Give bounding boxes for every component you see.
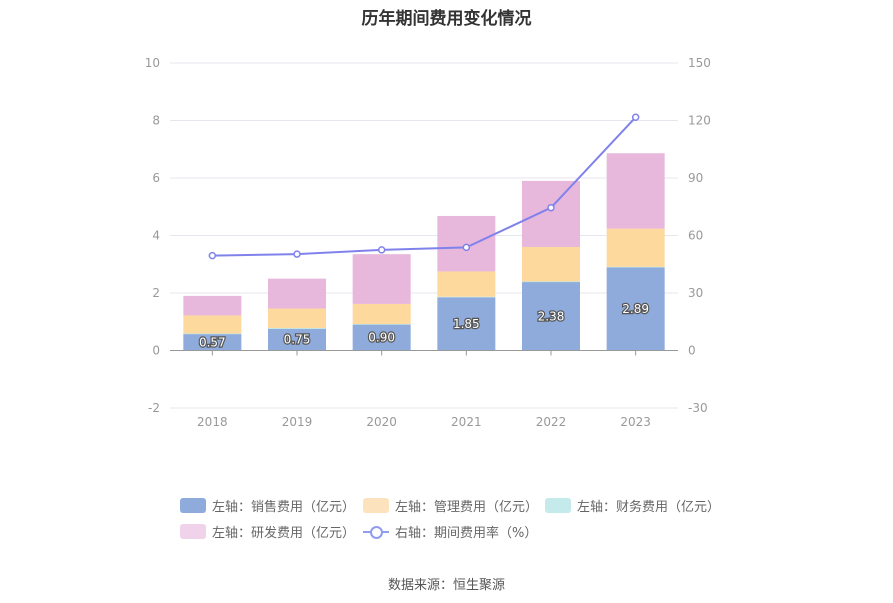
expense-ratio-point	[462, 243, 471, 252]
bar-sales	[522, 282, 580, 351]
legend-item-sales[interactable]: 左轴：销售费用（亿元）	[180, 496, 355, 515]
left-axis-tick-label: 0	[152, 344, 160, 358]
legend-label-sales: 左轴：销售费用（亿元）	[212, 500, 356, 515]
bar-admin	[183, 315, 242, 334]
bar-finance	[606, 266, 665, 268]
legend-swatch-finance	[545, 498, 571, 513]
expense-ratio-line	[212, 116, 637, 257]
bar-admin	[606, 228, 665, 267]
bar-rd	[268, 278, 326, 309]
bar-admin	[268, 308, 326, 329]
stacked-bar-line-chart: -2 -30 0 0 2 30 4 60 6 90 8 120 10 150 0.57 2018 0.75 201…	[145, 56, 711, 429]
legend-label-expense-ratio: 右轴：期间费用率（%）	[395, 526, 538, 541]
right-axis-tick-label: 120	[688, 114, 711, 128]
right-axis-tick-label: -30	[688, 401, 708, 415]
right-axis-tick-label: 90	[688, 171, 703, 185]
left-axis-tick-label: -2	[148, 401, 160, 415]
bar-rd	[183, 295, 242, 316]
bar-sales	[437, 297, 496, 351]
legend-swatch-admin	[363, 498, 389, 513]
x-axis-tick-label: 2020	[366, 415, 397, 429]
bar-finance	[183, 333, 242, 335]
expense-ratio-point	[631, 113, 640, 121]
x-axis-tick-label: 2023	[620, 415, 651, 429]
bar-finance	[437, 296, 496, 298]
left-axis-tick-label: 6	[152, 171, 160, 185]
bar-finance	[352, 324, 411, 325]
legend-swatch-sales	[180, 498, 206, 513]
expense-ratio-point	[293, 250, 301, 258]
left-axis-tick-label: 2	[152, 286, 160, 300]
left-axis-tick-label: 10	[145, 56, 160, 70]
expense-ratio-point	[208, 251, 217, 260]
bar-sales	[268, 328, 326, 351]
legend-item-finance[interactable]: 左轴：财务费用（亿元）	[545, 496, 720, 515]
right-axis-tick-label: 150	[688, 56, 711, 70]
legend-swatch-rd	[180, 524, 206, 539]
legend-item-admin[interactable]: 左轴：管理费用（亿元）	[363, 496, 538, 515]
data-label-sales: 1.85	[453, 317, 480, 331]
legend-label-admin: 左轴：管理费用（亿元）	[395, 500, 539, 515]
bar-finance	[268, 328, 326, 329]
x-axis-tick-label: 2022	[536, 415, 567, 429]
left-axis-tick-label: 4	[152, 229, 160, 243]
bar-sales	[183, 334, 242, 351]
bar-finance	[522, 281, 580, 283]
bar-rd	[606, 153, 665, 229]
bar-sales	[606, 267, 665, 351]
legend-swatch-expense-ratio	[363, 524, 389, 539]
bar-rd	[352, 254, 411, 304]
right-axis-tick-label: 60	[688, 229, 703, 243]
x-axis-tick-label: 2019	[282, 415, 313, 429]
right-axis-tick-label: 0	[688, 344, 696, 358]
expense-ratio-point	[377, 246, 386, 254]
bar-admin	[352, 303, 411, 325]
legend-label-finance: 左轴：财务费用（亿元）	[577, 500, 721, 515]
bar-sales	[352, 324, 411, 351]
data-label-sales: 2.38	[538, 309, 565, 323]
legend-item-rd[interactable]: 左轴：研发费用（亿元）	[180, 522, 355, 541]
data-source: 数据来源：恒生聚源	[387, 578, 505, 593]
left-axis-tick-label: 8	[152, 114, 160, 128]
data-label-sales: 0.75	[284, 333, 311, 347]
data-label-sales: 0.57	[199, 335, 226, 349]
chart-title: 历年期间费用变化情况	[361, 9, 532, 29]
bar-admin	[437, 271, 496, 297]
legend-item-expense-ratio[interactable]: 右轴：期间费用率（%）	[363, 522, 537, 541]
legend-label-rd: 左轴：研发费用（亿元）	[212, 526, 356, 541]
x-axis-tick-label: 2021	[451, 415, 482, 429]
bar-admin	[522, 247, 580, 282]
bar-rd	[522, 180, 580, 247]
right-axis-tick-label: 30	[688, 286, 703, 300]
x-axis-tick-label: 2018	[197, 415, 228, 429]
expense-ratio-point	[547, 203, 555, 212]
data-label-sales: 0.90	[368, 331, 395, 345]
data-label-sales: 2.89	[622, 302, 649, 316]
